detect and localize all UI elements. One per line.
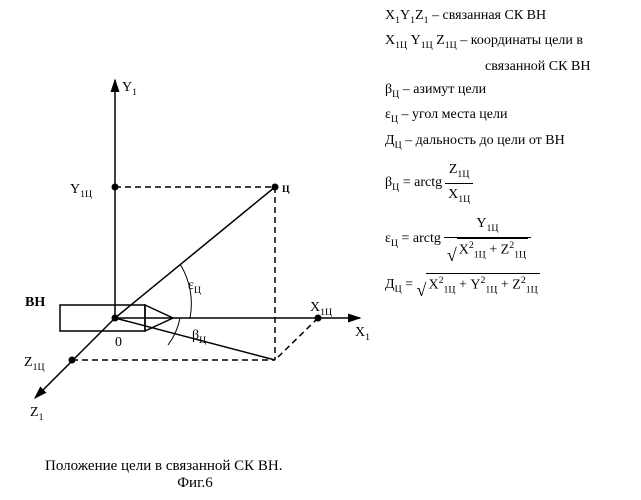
legend-line-4: εЦ – угол места цели bbox=[385, 104, 635, 127]
coordinate-diagram: X1 Y1 Z1 0 ВН Ц X1Ц Y1Ц Z1Ц βЦ εЦ bbox=[0, 0, 380, 450]
caption-text: Положение цели в связанной СК ВН. bbox=[45, 458, 283, 474]
figure-caption: Положение цели в связанной СК ВН. Фиг.6 bbox=[45, 458, 345, 492]
formula-beta: βЦ = arctg Z1Ц X1Ц bbox=[385, 159, 635, 207]
label-bh: ВН bbox=[25, 295, 45, 311]
formula-eps-num: Y1Ц bbox=[444, 213, 531, 237]
formula-d-radicand: X21Ц + Y21Ц + Z21Ц bbox=[426, 273, 539, 298]
formula-eps-radicand: X21Ц + Z21Ц bbox=[457, 238, 528, 263]
formula-beta-lhs: βЦ = arctg bbox=[385, 172, 442, 195]
label-beta: βЦ bbox=[192, 328, 206, 346]
label-target: Ц bbox=[282, 177, 290, 195]
caption-fignum: Фиг.6 bbox=[45, 475, 345, 492]
label-eps: εЦ bbox=[188, 278, 201, 296]
axis-label-x1: X1 bbox=[355, 325, 370, 343]
legend-line-2a: X1Ц Y1Ц Z1Ц – координаты цели в bbox=[385, 30, 635, 53]
label-x1c: X1Ц bbox=[310, 300, 332, 318]
formula-beta-den: X1Ц bbox=[445, 184, 473, 207]
label-z1c: Z1Ц bbox=[24, 355, 45, 373]
formula-eps-lhs: εЦ = arctg bbox=[385, 228, 441, 251]
legend-line-1: X1Y1Z1 – связанная СК ВН bbox=[385, 5, 635, 28]
legend-panel: X1Y1Z1 – связанная СК ВН X1Ц Y1Ц Z1Ц – к… bbox=[385, 5, 635, 298]
formula-eps-frac: Y1Ц √X21Ц + Z21Ц bbox=[444, 213, 531, 267]
legend-line-3: βЦ – азимут цели bbox=[385, 79, 635, 102]
formula-beta-frac: Z1Ц X1Ц bbox=[445, 159, 473, 207]
label-origin: 0 bbox=[115, 335, 122, 351]
formula-eps-den: √X21Ц + Z21Ц bbox=[444, 238, 531, 267]
formula-d: ДЦ = √X21Ц + Y21Ц + Z21Ц bbox=[385, 273, 635, 298]
legend-line-5: ДЦ – дальность до цели от ВН bbox=[385, 130, 635, 153]
axis-label-y1: Y1 bbox=[122, 80, 137, 98]
formula-beta-num: Z1Ц bbox=[445, 159, 473, 183]
formula-eps: εЦ = arctg Y1Ц √X21Ц + Z21Ц bbox=[385, 213, 635, 267]
diagram-svg bbox=[0, 0, 380, 450]
legend-line-2b: связанной СК ВН bbox=[385, 56, 635, 77]
formula-d-lhs: ДЦ = bbox=[385, 274, 413, 297]
formula-d-sqrt: √X21Ц + Y21Ц + Z21Ц bbox=[417, 273, 540, 298]
label-y1c: Y1Ц bbox=[70, 182, 92, 200]
axis-label-z1: Z1 bbox=[30, 405, 43, 423]
